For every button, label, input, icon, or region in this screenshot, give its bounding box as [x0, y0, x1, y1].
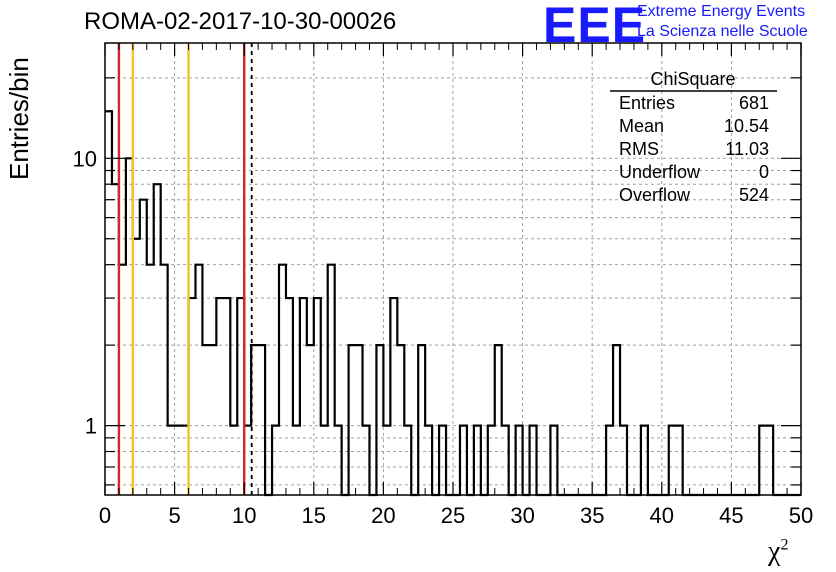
- stats-row-value: 0: [759, 162, 769, 182]
- chart-title: ROMA-02-2017-10-30-00026: [84, 8, 397, 35]
- stats-box: ChiSquare Entries 681 Mean 10.54 RMS 11.03 Und…: [610, 69, 777, 205]
- histogram-bin: [286, 298, 293, 495]
- x-axis-label: χ2: [768, 536, 788, 568]
- logo-caption-line1: Extreme Energy Events: [637, 3, 806, 20]
- histogram-bin: [550, 426, 557, 495]
- logo-caption-line2: La Scienza nelle Scuole: [637, 23, 808, 40]
- histogram-bin: [168, 426, 175, 495]
- stats-row-label: Underflow: [619, 162, 701, 182]
- histogram-bin: [418, 345, 425, 495]
- histogram-bin: [300, 298, 307, 495]
- x-tick-label: 25: [441, 503, 465, 528]
- histogram-bin: [335, 426, 342, 495]
- histogram-bin: [140, 200, 147, 495]
- histogram-bin: [272, 426, 279, 495]
- histogram-bin: [676, 426, 683, 495]
- histogram-bin: [641, 426, 648, 495]
- marker-lines-layer: [117, 43, 253, 495]
- stats-row-label: Entries: [619, 93, 675, 113]
- histogram-bin: [175, 426, 182, 495]
- eee-logo: EEE: [543, 0, 647, 53]
- histogram-bin: [669, 426, 676, 495]
- stats-row-value: 10.54: [724, 116, 769, 136]
- histogram-bin: [216, 298, 223, 495]
- histogram-bin: [161, 265, 168, 495]
- histogram-bin: [488, 426, 495, 495]
- histogram-bin: [620, 426, 627, 495]
- x-tick-label: 40: [650, 503, 674, 528]
- histogram-bin: [502, 426, 509, 495]
- histogram-bin: [154, 184, 161, 495]
- histogram-outline: [105, 110, 801, 497]
- stats-row-label: Mean: [619, 116, 664, 136]
- histogram-bin: [279, 265, 286, 495]
- histogram-bin: [349, 345, 356, 495]
- stats-row-label: RMS: [619, 139, 659, 159]
- histogram-bin: [258, 345, 265, 495]
- histogram-layer: [105, 110, 801, 497]
- histogram-bin: [376, 345, 383, 495]
- x-tick-label: 10: [232, 503, 256, 528]
- histogram-bin: [606, 426, 613, 495]
- histogram-bin: [293, 426, 300, 495]
- histogram-bin: [474, 426, 481, 495]
- stats-rows: Entries 681 Mean 10.54 RMS 11.03 Underflow 0 Ove…: [619, 93, 769, 205]
- ticks-layer: 0 5 10 15 20 25 30 35 40 45 50 1 10: [73, 43, 813, 528]
- x-tick-label: 45: [719, 503, 743, 528]
- stats-row-label: Overflow: [619, 185, 691, 205]
- histogram-bin: [759, 426, 766, 495]
- histogram-bin: [209, 345, 216, 495]
- histogram-bin: [495, 345, 502, 495]
- stats-row-value: 681: [739, 93, 769, 113]
- histogram-bin: [328, 265, 335, 495]
- histogram-bin: [397, 345, 404, 495]
- histogram-bin: [530, 426, 537, 495]
- grid-layer: [105, 43, 801, 495]
- histogram-bin: [307, 345, 314, 495]
- histogram-bin: [516, 426, 523, 495]
- x-tick-label: 0: [99, 503, 111, 528]
- histogram-bin: [390, 298, 397, 495]
- x-tick-label: 5: [168, 503, 180, 528]
- x-tick-label: 20: [371, 503, 395, 528]
- histogram-bin: [460, 426, 467, 495]
- histogram-bin: [404, 426, 411, 495]
- histogram-bin: [321, 426, 328, 495]
- histogram-bin: [314, 298, 321, 495]
- histogram-bin: [613, 345, 620, 495]
- y-tick-label: 1: [85, 414, 97, 439]
- histogram-bin: [356, 345, 363, 495]
- histogram-bin: [147, 265, 154, 495]
- plot-frame: [104, 42, 802, 496]
- histogram-bin: [195, 265, 202, 495]
- y-tick-label: 10: [73, 146, 97, 171]
- x-tick-label: 15: [302, 503, 326, 528]
- histogram-bin: [766, 426, 773, 495]
- histogram-bin: [223, 298, 230, 495]
- x-tick-label: 35: [580, 503, 604, 528]
- x-axis-label-symbol: χ: [768, 536, 781, 567]
- histogram-bin: [230, 426, 237, 495]
- stats-row-value: 11.03: [725, 139, 769, 159]
- histogram-bin: [363, 426, 370, 495]
- histogram-bin: [439, 426, 446, 495]
- histogram-bin: [383, 426, 390, 495]
- stats-row-value: 524: [739, 185, 769, 205]
- x-tick-label: 50: [789, 503, 813, 528]
- x-axis-label-superscript: 2: [780, 536, 789, 554]
- stats-title: ChiSquare: [650, 69, 735, 89]
- x-tick-label: 30: [510, 503, 534, 528]
- histogram-bin: [202, 345, 209, 495]
- histogram-bin: [425, 426, 432, 495]
